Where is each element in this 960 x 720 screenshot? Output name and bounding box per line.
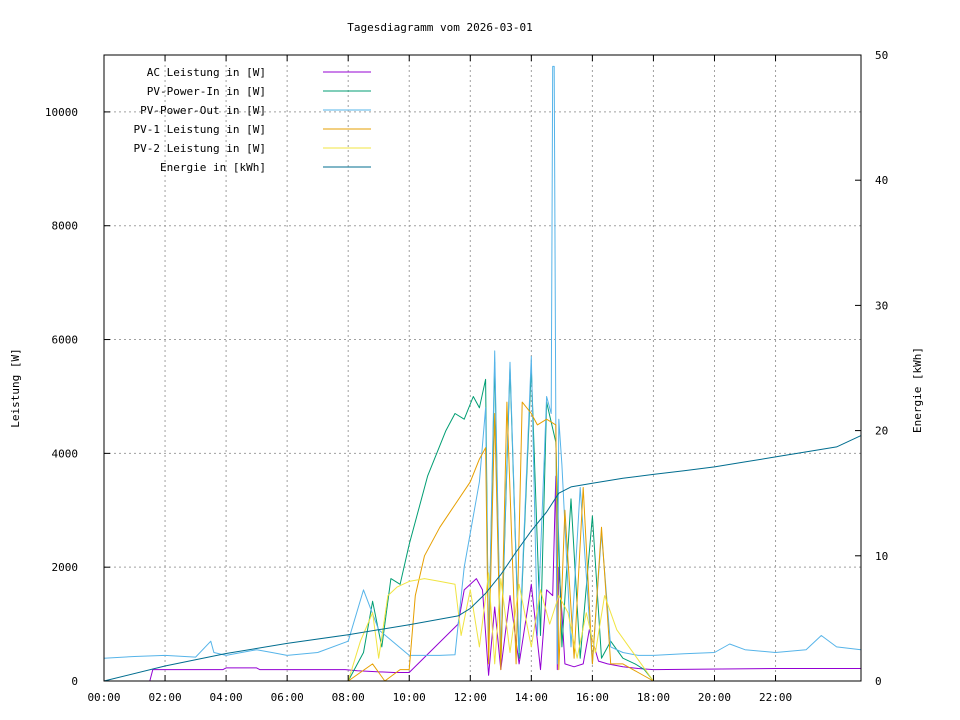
y-tick-label: 4000: [52, 447, 79, 460]
y2-tick-label: 20: [875, 425, 888, 438]
series-line-pv-power-out-in-w: [103, 65, 862, 665]
series-line-pv-2-leistung-in-w: [347, 572, 654, 682]
x-tick-label: 02:00: [148, 691, 181, 704]
x-tick-label: 16:00: [576, 691, 609, 704]
legend-label-pv-2-leistung-in-w: PV-2 Leistung in [W]: [134, 142, 266, 155]
y2-tick-label: 40: [875, 174, 888, 187]
legend-label-ac-leistung-in-w: AC Leistung in [W]: [147, 66, 266, 79]
x-tick-label: 12:00: [454, 691, 487, 704]
y-tick-label: 6000: [52, 334, 79, 347]
legend-label-energie-in-kwh: Energie in [kWh]: [160, 161, 266, 174]
grid: [104, 55, 861, 681]
legend: AC Leistung in [W] PV-Power-In in [W] PV-P…: [134, 66, 371, 174]
x-tick-label: 00:00: [87, 691, 120, 704]
x-tick-label: 22:00: [759, 691, 792, 704]
x-tick-label: 20:00: [698, 691, 731, 704]
series-group: [103, 65, 862, 682]
x-tick-label: 18:00: [637, 691, 670, 704]
y2-tick-label: 30: [875, 299, 888, 312]
y2-axis-label: Energie [kWh]: [911, 347, 924, 433]
x-tick-label: 06:00: [271, 691, 304, 704]
series-line-energie-in-kwh: [103, 435, 862, 682]
plot-frame: [103, 54, 862, 682]
y-axis-label: Leistung [W]: [9, 348, 22, 427]
legend-label-pv-power-out-in-w: PV-Power-Out in [W]: [140, 104, 266, 117]
legend-label-pv-1-leistung-in-w: PV-1 Leistung in [W]: [134, 123, 266, 136]
y-tick-label: 8000: [52, 220, 79, 233]
y2-tick-label: 50: [875, 49, 888, 62]
y-tick-label: 0: [71, 675, 78, 688]
y-tick-label: 2000: [52, 561, 79, 574]
x-tick-label: 10:00: [393, 691, 426, 704]
y-tick-label: 10000: [45, 106, 78, 119]
y2-tick-label: 0: [875, 675, 882, 688]
y2-tick-label: 10: [875, 550, 888, 563]
x-tick-label: 08:00: [332, 691, 365, 704]
x-tick-label: 14:00: [515, 691, 548, 704]
legend-label-pv-power-in-in-w: PV-Power-In in [W]: [147, 85, 266, 98]
x-tick-label: 04:00: [210, 691, 243, 704]
axis-ticks: 00:00 02:00 04:00 06:00 08:00 10:00 12:00 14:00…: [45, 49, 888, 704]
chart-title: Tagesdiagramm vom 2026-03-01: [347, 21, 532, 34]
